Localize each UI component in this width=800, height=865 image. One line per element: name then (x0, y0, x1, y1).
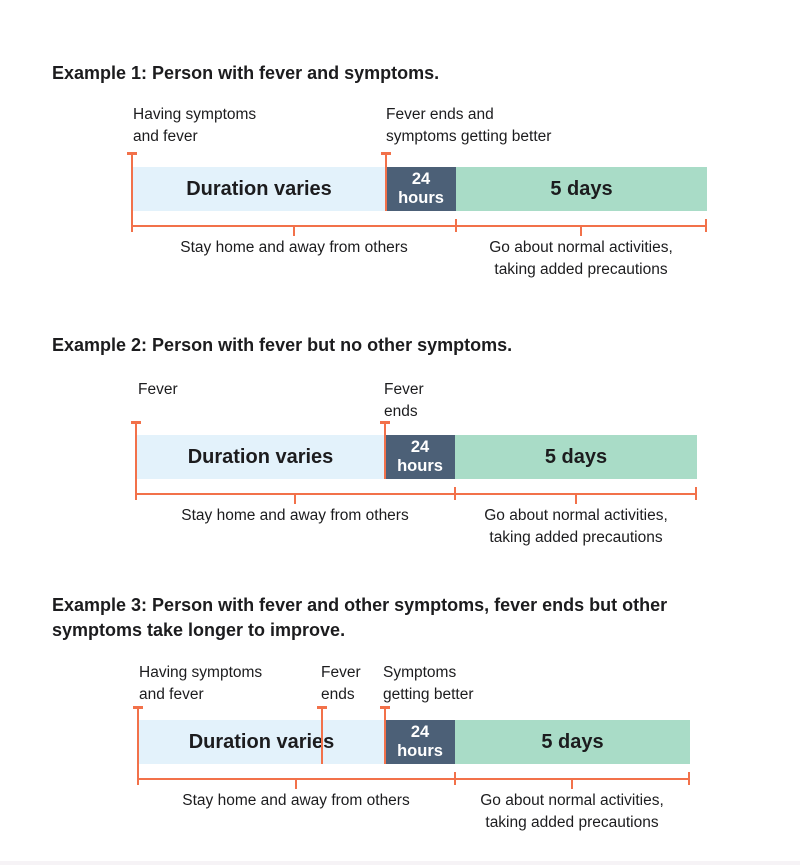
bracket-end-tick (688, 772, 690, 785)
segment-label: 5 days (550, 177, 613, 200)
timeline-marker (127, 152, 137, 225)
bracket-end-tick (131, 219, 133, 232)
annotation-line: Fever (321, 664, 361, 681)
bracket-down-tick (294, 494, 296, 504)
stay-home-label: Stay home and away from others (182, 792, 410, 809)
segment-label: hours (397, 742, 443, 760)
segment-duration-varies: Duration varies (136, 435, 385, 479)
bracket-down-tick (580, 226, 582, 236)
footer-strip (0, 861, 800, 865)
segment-24-hours: 24 hours (385, 435, 455, 479)
segment-label: hours (397, 457, 443, 475)
segment-label: 5 days (544, 445, 608, 468)
stay-home-label: Stay home and away from others (181, 507, 409, 524)
timeline-marker (131, 421, 141, 495)
bracket-line (136, 493, 697, 495)
timeline-marker (317, 706, 327, 764)
bracket-down-tick (575, 494, 577, 504)
annotation-fever-ends: Fever ends (321, 662, 361, 705)
timeline-bar: Duration varies 24 hours 5 days (136, 435, 697, 479)
annotation-line: Having symptoms (139, 664, 263, 681)
annotation-line: Symptoms (383, 664, 457, 681)
normal-activities-label: Go about normal activities, taking added… (489, 237, 673, 281)
timeline-marker (380, 421, 390, 479)
annotation-having-symptoms: Having symptoms and fever (133, 104, 256, 147)
segment-5-days: 5 days (455, 720, 690, 764)
bracket-end-tick (695, 487, 697, 500)
bracket-junction-tick (454, 772, 456, 785)
annotation-line: Fever (138, 381, 178, 398)
annotation-line: ends (384, 402, 418, 420)
annotation-line: Fever ends and (386, 106, 494, 123)
bracket-down-tick (571, 779, 573, 789)
bracket-junction-tick (454, 487, 456, 500)
segment-label: hours (398, 189, 444, 207)
example-3-title: Example 3: Person with fever and other s… (52, 594, 668, 640)
normal-activities-line: taking added precautions (485, 814, 659, 831)
timeline-marker (381, 152, 391, 211)
annotation-having-symptoms: Having symptoms and fever (139, 662, 262, 705)
normal-activities-line: taking added precautions (489, 529, 663, 546)
bracket-junction-tick (455, 219, 457, 232)
annotation-line: ends (321, 685, 355, 703)
normal-activities-label: Go about normal activities, taking added… (484, 505, 668, 549)
segment-label: 24 (411, 170, 431, 188)
annotation-line: Fever (384, 381, 424, 398)
timeline-marker (133, 706, 143, 780)
annotation-fever: Fever (138, 379, 178, 401)
bracket-down-tick (295, 779, 297, 789)
normal-activities-line: Go about normal activities, (480, 792, 664, 809)
segment-5-days: 5 days (455, 435, 697, 479)
example-2-title: Example 2: Person with fever but no othe… (52, 334, 513, 355)
segment-5-days: 5 days (456, 167, 707, 211)
annotation-fever-ends: Fever ends and symptoms getting better (386, 104, 551, 147)
segment-label: 5 days (541, 730, 604, 753)
segment-24-hours: 24 hours (385, 720, 455, 764)
normal-activities-label: Go about normal activities, taking added… (480, 790, 664, 834)
normal-activities-line: taking added precautions (494, 261, 668, 278)
segment-duration-varies: Duration varies (138, 720, 385, 764)
timeline-marker (380, 706, 390, 764)
annotation-fever-ends: Fever ends (384, 379, 424, 422)
segment-24-hours: 24 hours (386, 167, 456, 211)
example-1-title: Example 1: Person with fever and symptom… (52, 62, 440, 83)
segment-duration-varies: Duration varies (132, 167, 386, 211)
bracket-down-tick (293, 226, 295, 236)
annotation-line: and fever (139, 685, 204, 703)
annotation-line: symptoms getting better (386, 127, 552, 145)
segment-label: Duration varies (188, 730, 335, 753)
bracket-end-tick (705, 219, 707, 232)
stay-home-label: Stay home and away from others (180, 239, 408, 256)
annotation-line: getting better (383, 685, 474, 703)
annotation-symptoms-better: Symptoms getting better (383, 662, 473, 705)
segment-label: Duration varies (187, 445, 334, 468)
bracket-line (132, 225, 707, 227)
bracket-line (138, 778, 690, 780)
segment-label: Duration varies (186, 177, 332, 200)
timeline-bar: Duration varies 24 hours 5 days (138, 720, 690, 764)
normal-activities-line: Go about normal activities, (484, 507, 668, 524)
normal-activities-line: Go about normal activities, (489, 239, 673, 256)
annotation-line: and fever (133, 127, 198, 145)
segment-label: 24 (410, 723, 430, 741)
segment-label: 24 (410, 438, 430, 456)
annotation-line: Having symptoms (133, 106, 257, 123)
timeline-bar: Duration varies 24 hours 5 days (132, 167, 707, 211)
